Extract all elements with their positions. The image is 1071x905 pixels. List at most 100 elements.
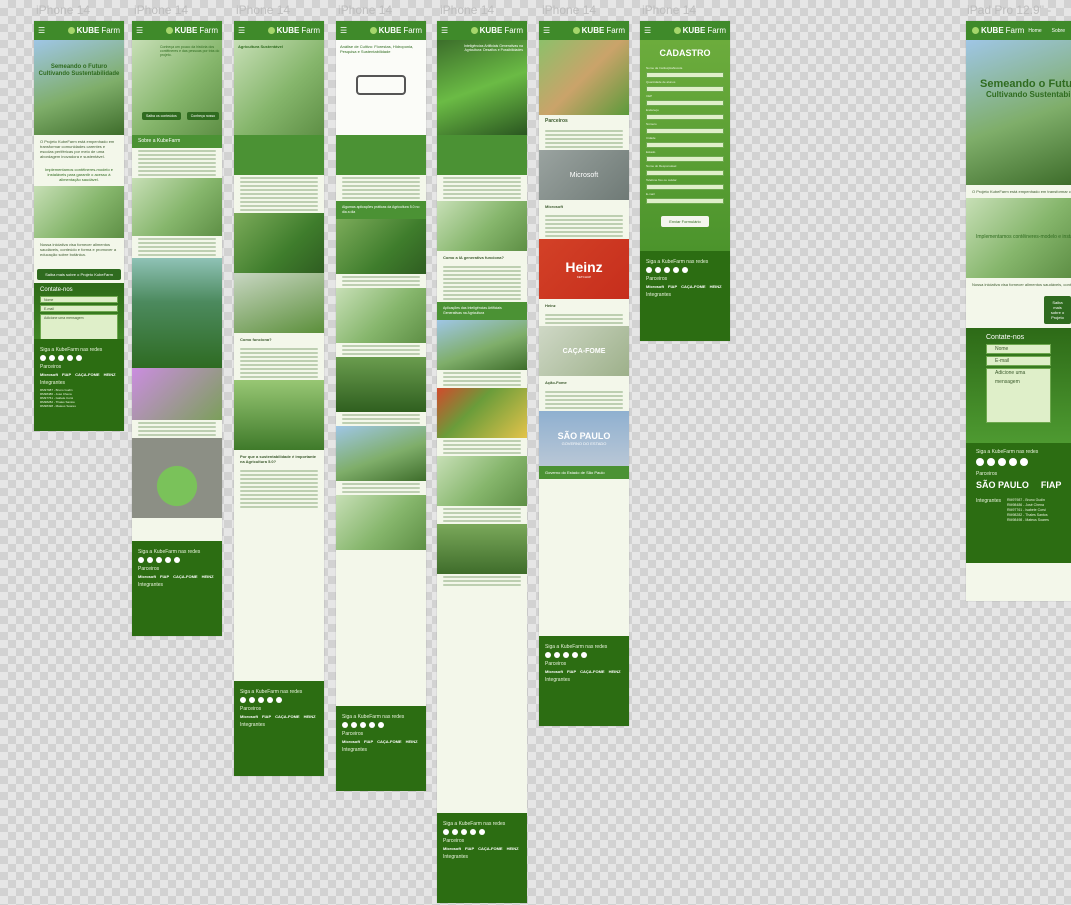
header: KUBE Farm Home Sobre (966, 21, 1071, 40)
image-3 (336, 357, 426, 412)
social-icon (58, 355, 64, 361)
partners-label: Parceiros (976, 471, 998, 477)
form-field[interactable] (646, 198, 724, 204)
leaf-logo-icon (972, 27, 979, 34)
frame-register[interactable]: ☰ KUBE Farm CADASTRO Nome da Instituição/E… (640, 21, 730, 341)
partners-hero (539, 40, 629, 115)
frame-label: iPhone 14 (236, 3, 291, 17)
menu-icon[interactable]: ☰ (238, 25, 246, 35)
menu-icon[interactable]: ☰ (38, 25, 46, 35)
logo[interactable]: KUBE Farm (165, 26, 218, 35)
cacafome-logo: CAÇA-FOME (539, 326, 629, 376)
follow-label: Siga a KubeFarm nas redes (40, 347, 103, 353)
form-field[interactable] (646, 72, 724, 78)
kids-image: Implementamos contêineres-modelo e insta… (966, 198, 1071, 278)
intro-text: O Projeto KubeFarm está empenhado em tra… (972, 189, 1071, 194)
partner-logo: FIAP (1040, 480, 1062, 490)
frame-about[interactable]: ☰ KUBE Farm Conheça um pouco da história d… (132, 21, 222, 636)
hero-image: Semeando o Futuro Cultivando Sustentabil… (34, 40, 124, 135)
footer: Siga a KubeFarm nas redes Parceiros Micr… (336, 706, 426, 791)
microsoft-logo: Microsoft (539, 150, 629, 200)
frame-partners[interactable]: ☰ KUBE Farm Parceiros Microsoft Microsoft … (539, 21, 629, 726)
form-field[interactable] (646, 170, 724, 176)
frame-ai[interactable]: ☰ KUBE Farm Inteligências Artificiais Gene… (437, 21, 527, 903)
hero-title-2: Cultivando Sustentabilidade (986, 90, 1071, 99)
form-field[interactable] (646, 86, 724, 92)
frame-label: iPad Pro 12.9" - (967, 3, 1052, 17)
hero-text: Conheça um pouco da história dos contêin… (160, 45, 220, 57)
email-field[interactable]: E-mail (986, 356, 1051, 366)
social-icons[interactable] (40, 355, 118, 361)
subheading: Como a IA generativa funciona? (443, 255, 504, 260)
menu-icon[interactable]: ☰ (644, 25, 652, 35)
about-hero-image: Conheça um pouco da história dos contêin… (132, 40, 222, 135)
menu-icon[interactable]: ☰ (441, 25, 449, 35)
contact-title: Contate-nos (986, 334, 1025, 341)
email-field[interactable]: E-mail (40, 305, 118, 312)
subheading: Como funciona? (240, 337, 272, 342)
leaf-logo-icon (165, 27, 173, 34)
message-field[interactable]: Adicione uma mensagem (40, 314, 118, 340)
frame-label: iPhone 14 (642, 3, 697, 17)
leaf-logo-icon (67, 27, 75, 34)
image-1 (336, 219, 426, 274)
image-5 (336, 495, 426, 550)
members-label: Integrantes (40, 380, 66, 386)
form-field[interactable] (646, 184, 724, 190)
name-field[interactable]: Nome (986, 344, 1051, 354)
frame-label: iPhone 14 (440, 3, 495, 17)
footer: Siga a KubeFarm nas redes Parceiros Micr… (234, 681, 324, 776)
submit-button[interactable]: Enviar Formulário (661, 216, 709, 227)
highlight-text: Implementamos contêineres-modelo e insta… (976, 234, 1071, 240)
menu-icon[interactable]: ☰ (543, 25, 551, 35)
cta-button[interactable]: Saiba mais sobre o Projeto (1044, 296, 1071, 324)
heinz-logo: Heinz KETCHUP (539, 239, 629, 299)
globe-image: Agricultura Sustentável (234, 40, 324, 135)
footer: Siga a KubeFarm nas redes Parceiros Micr… (34, 339, 124, 431)
logo[interactable]: KUBE Farm (67, 26, 120, 35)
social-icon (40, 355, 46, 361)
frame-home[interactable]: ☰ KUBE Farm Semeando o Futuro Cultivando … (34, 21, 124, 431)
know-button[interactable]: Conheça nosso (186, 112, 220, 120)
hero-title-1: Semeando o Futuro (980, 78, 1071, 90)
footer: Siga a KubeFarm nas redes Parceiros SÃO … (966, 443, 1071, 563)
header: ☰ KUBE Farm (34, 21, 124, 40)
partner-name: Governo do Estado de São Paulo (539, 466, 629, 479)
image-3 (437, 388, 527, 438)
section-title: Parceiros (545, 118, 568, 124)
greenhouse-image (234, 273, 324, 333)
apps-title: Aplicações das Inteligências Artificiais… (437, 302, 527, 320)
intro-text: O Projeto KubeFarm está empenhado em tra… (40, 139, 115, 159)
cta-button[interactable]: Saiba mais sobre o Projeto KubeFarm (37, 269, 121, 280)
form-field[interactable] (646, 142, 724, 148)
image-2 (336, 288, 426, 343)
logo[interactable]: KUBE Farm (972, 26, 1024, 35)
frame-label: iPhone 14 (36, 3, 91, 17)
form-field[interactable] (646, 128, 724, 134)
frame-label: iPhone 14 (338, 3, 393, 17)
section-title: Sobre a KubeFarm (132, 135, 222, 148)
register-form: Nome da Instituição/Escola Quantidade de… (640, 66, 730, 204)
contact-section: Contate-nos Nome E-mail Adicione uma men… (966, 328, 1071, 443)
partners-label: Parceiros (40, 364, 62, 370)
frame-sustainable[interactable]: ☰ KUBE Farm Agricultura Sustentável Como f… (234, 21, 324, 776)
nav-home[interactable]: Home (1028, 27, 1042, 34)
drone-hero: Análise de Cultivo: Florestas, Hidroponi… (336, 40, 426, 135)
footer: Siga a KubeFarm nas redes Parceiros Micr… (539, 636, 629, 726)
footer: Siga a KubeFarm nas redes Parceiros Micr… (132, 541, 222, 636)
mission-text: Nossa iniciativa visa fornecer alimentos… (40, 242, 117, 257)
contents-button[interactable]: Saiba os conteúdos (142, 112, 181, 120)
menu-icon[interactable]: ☰ (136, 25, 144, 35)
follow-label: Siga a KubeFarm nas redes (976, 449, 1039, 455)
nav-about[interactable]: Sobre (1051, 27, 1065, 34)
name-field[interactable]: Nome (40, 296, 118, 303)
frame-cultivation[interactable]: ☰ KUBE Farm Análise de Cultivo: Florestas,… (336, 21, 426, 791)
menu-icon[interactable]: ☰ (340, 25, 348, 35)
message-field[interactable]: Adicione uma mensagem (986, 368, 1051, 423)
page-heading: Agricultura Sustentável (238, 44, 283, 49)
form-field[interactable] (646, 156, 724, 162)
ai-hero: Inteligências Artificiais Generativas na… (437, 40, 527, 135)
form-field[interactable] (646, 114, 724, 120)
form-field[interactable] (646, 100, 724, 106)
